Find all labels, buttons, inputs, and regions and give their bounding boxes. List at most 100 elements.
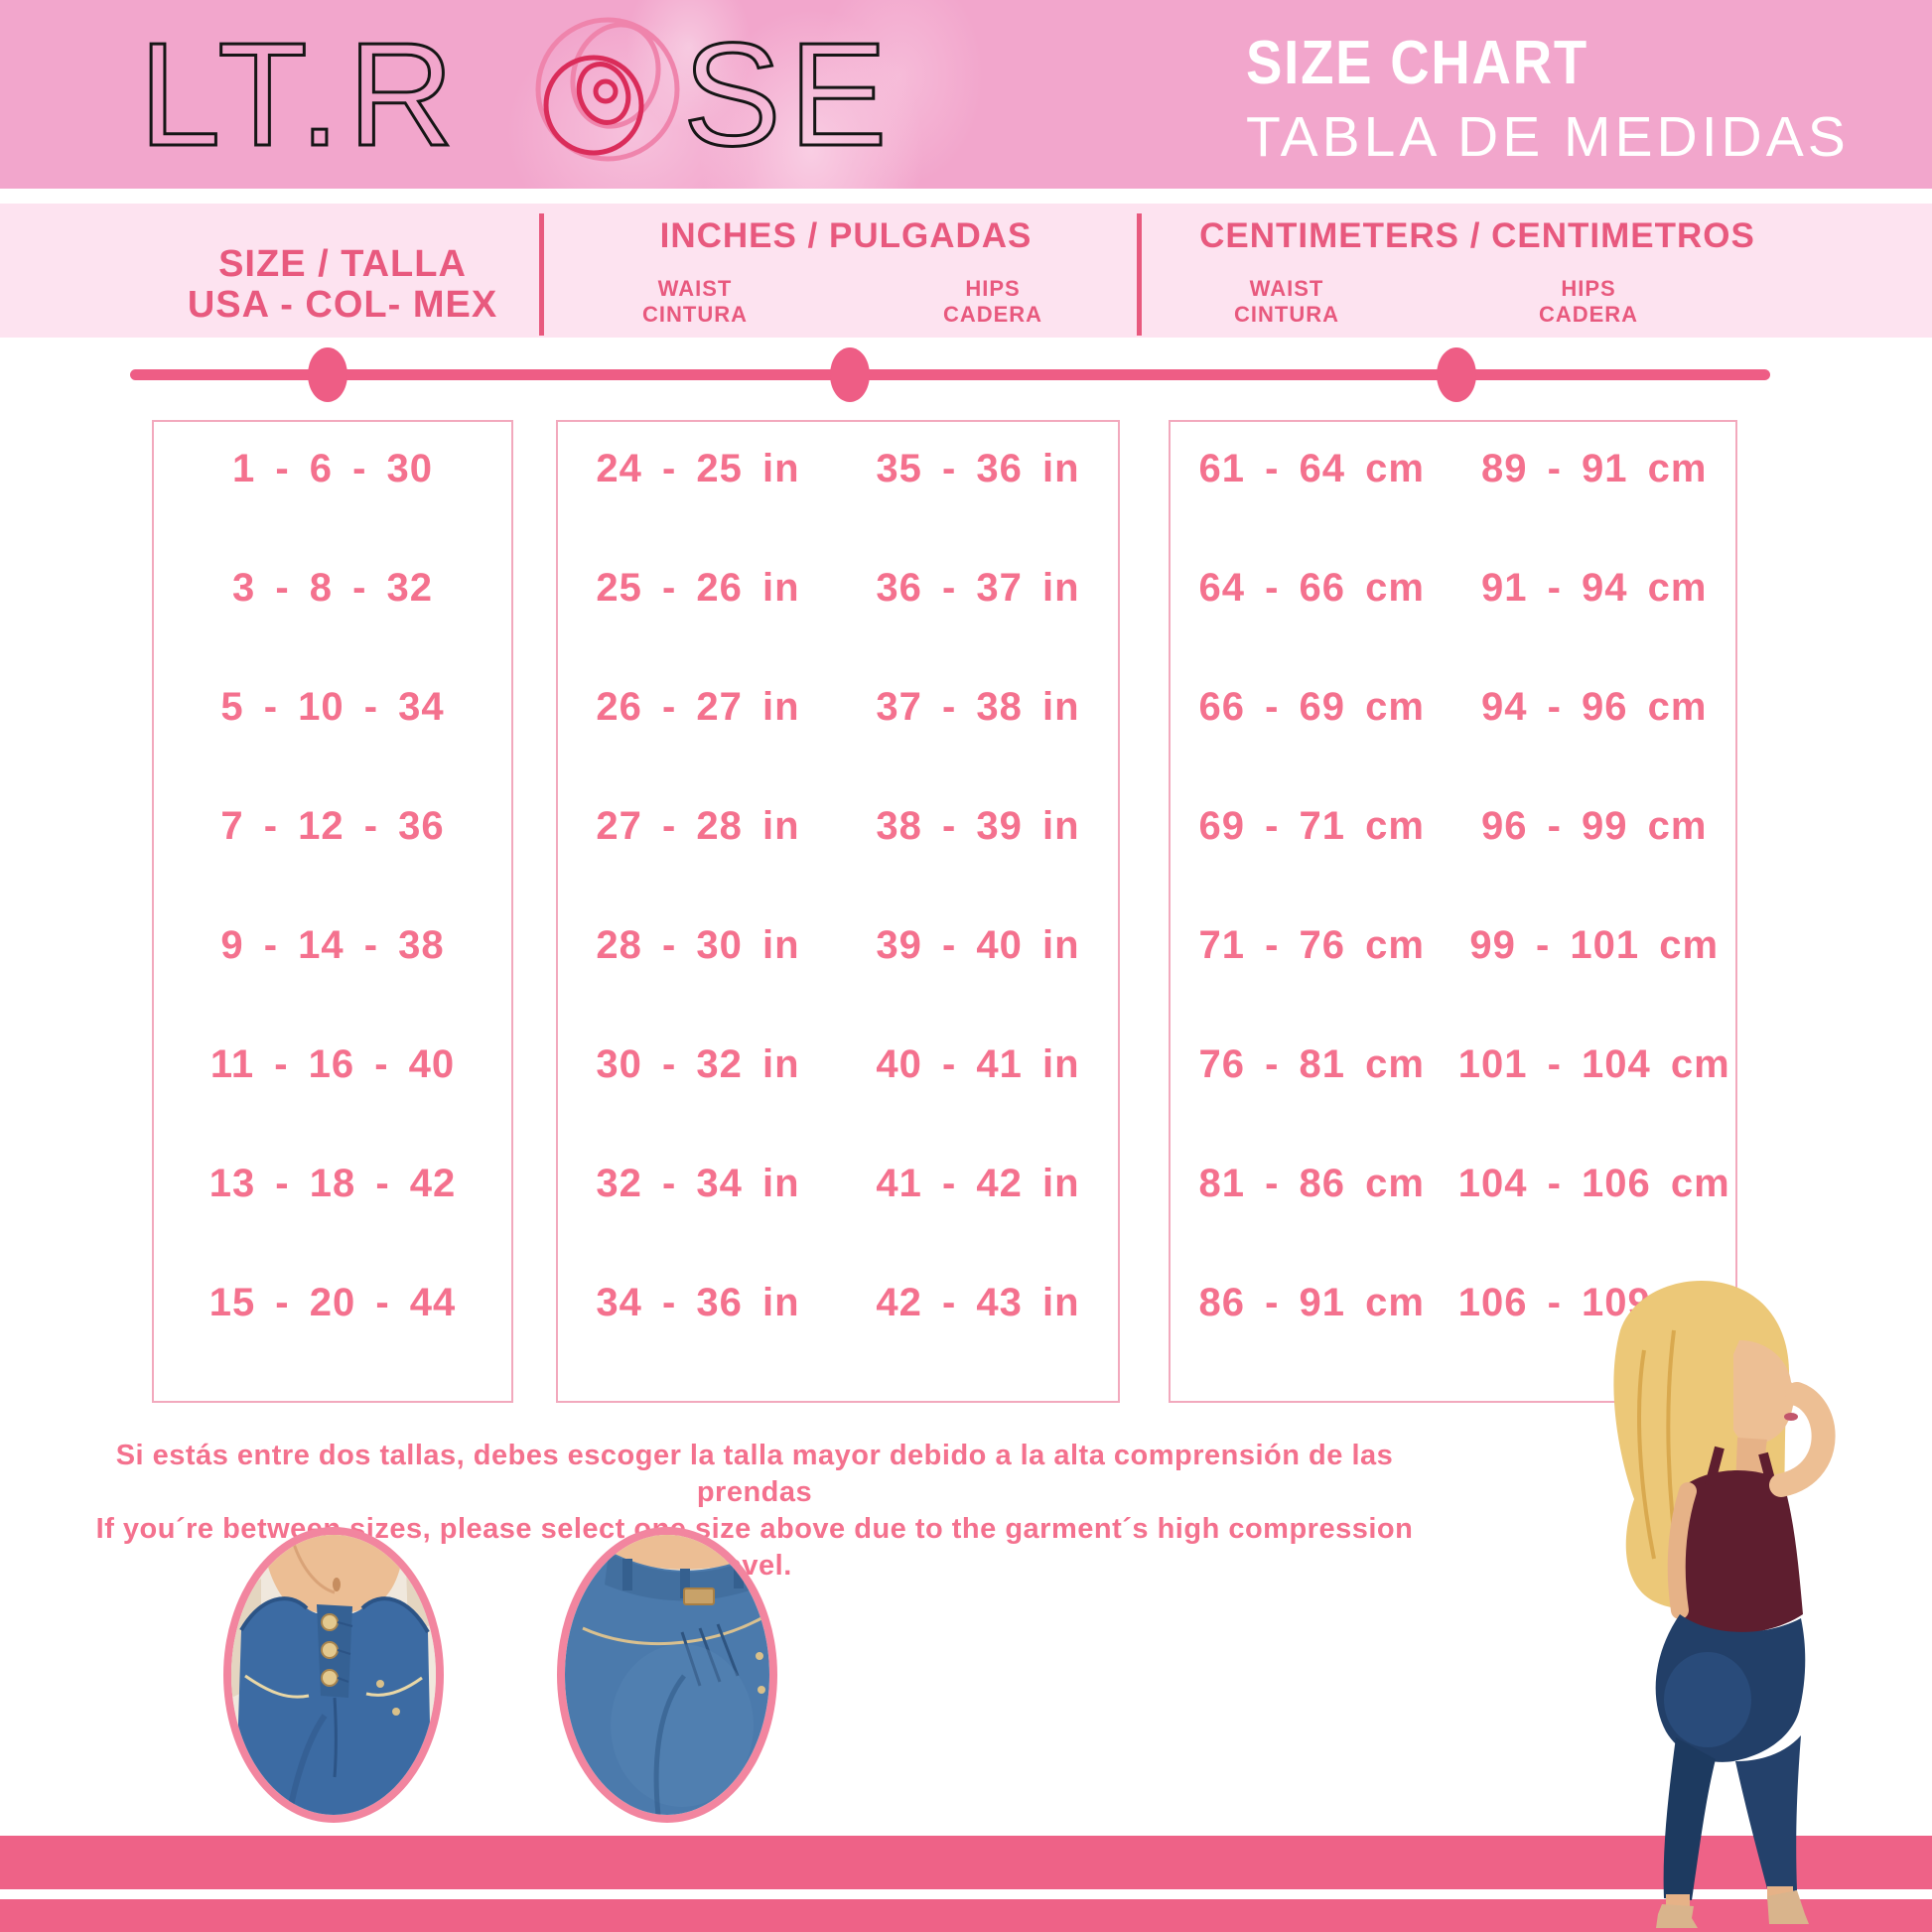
table-row: 71 - 76 cm 99 - 101 cm: [1171, 886, 1735, 1005]
table-cell-hips_in: 42 - 43 in: [876, 1280, 1080, 1324]
column-divider-1: [539, 213, 544, 336]
size-table-box: 1 - 6 - 30 3 - 8 - 32 5 - 10 - 34 7 - 12 - …: [152, 420, 513, 1403]
inches-waist-label: WAIST CINTURA: [596, 276, 794, 328]
table-cell-waist_cm: 66 - 69 cm: [1198, 684, 1425, 729]
table-row: 34 - 36 in 42 - 43 in: [558, 1243, 1118, 1362]
table-cell-hips_cm: 89 - 91 cm: [1481, 446, 1708, 490]
jeans-back-photo: [557, 1527, 777, 1823]
hips-label-en: HIPS: [1561, 276, 1616, 301]
table-cell-waist_in: 27 - 28 in: [596, 803, 800, 848]
size-box-rows: 1 - 6 - 30 3 - 8 - 32 5 - 10 - 34 7 - 12 - …: [154, 409, 511, 1362]
centimeters-waist-label: WAIST CINTURA: [1187, 276, 1386, 328]
table-cell-size: 1 - 6 - 30: [231, 446, 434, 490]
model-lips: [1784, 1413, 1798, 1421]
table-row: 61 - 64 cm 89 - 91 cm: [1171, 409, 1735, 528]
rule-dot-inches: [830, 347, 870, 402]
jeans-front-photo: [223, 1527, 444, 1823]
size-header-line2: USA - COL- MEX: [187, 284, 498, 326]
column-divider-2: [1137, 213, 1142, 336]
model-ankle-back: [1666, 1894, 1690, 1908]
size-column-header: SIZE / TALLA USA - COL- MEX: [144, 244, 541, 326]
jeans-front-illustration: [231, 1535, 436, 1815]
inches-box-rows: 24 - 25 in 35 - 36 in 25 - 26 in 36 - 37 in…: [558, 409, 1118, 1362]
table-cell-size: 5 - 10 - 34: [220, 684, 445, 729]
table-cell-waist_cm: 81 - 86 cm: [1198, 1161, 1425, 1205]
table-cell-hips_cm: 101 - 104 cm: [1457, 1041, 1730, 1086]
column-header-band: [0, 204, 1932, 338]
jeans-back-illustration: [565, 1535, 769, 1815]
model-top: [1680, 1470, 1803, 1634]
table-row: 69 - 71 cm 96 - 99 cm: [1171, 766, 1735, 886]
table-row: 66 - 69 cm 94 - 96 cm: [1171, 647, 1735, 766]
table-row: 13 - 18 - 42: [154, 1124, 511, 1243]
hips-label-en: HIPS: [965, 276, 1021, 301]
table-cell-size: 11 - 16 - 40: [209, 1041, 456, 1086]
table-row: 3 - 8 - 32: [154, 528, 511, 647]
footer-band-bottom: [0, 1899, 1932, 1932]
table-cell-size: 7 - 12 - 36: [220, 803, 445, 848]
table-cell-hips_in: 41 - 42 in: [876, 1161, 1080, 1205]
table-cell-hips_in: 39 - 40 in: [876, 922, 1080, 967]
table-cell-waist_in: 30 - 32 in: [596, 1041, 800, 1086]
table-row: 15 - 20 - 44: [154, 1243, 511, 1362]
table-cell-hips_in: 35 - 36 in: [876, 446, 1080, 490]
table-row: 32 - 34 in 41 - 42 in: [558, 1124, 1118, 1243]
hips-label-es: CADERA: [1538, 302, 1639, 327]
table-cell-size: 9 - 14 - 38: [220, 922, 445, 967]
waist-label-es: CINTURA: [642, 302, 748, 327]
top-straps: [1705, 1446, 1776, 1487]
header-banner: LT.R SE SIZE CHART TABLA DE MEDIDAS: [0, 0, 1932, 189]
table-cell-waist_in: 32 - 34 in: [596, 1161, 800, 1205]
model-photo: [1613, 1280, 1836, 1928]
page-title: SIZE CHART: [1246, 29, 1588, 97]
logo-text-right: SE: [683, 13, 895, 177]
header-model-photo: [467, 0, 1023, 189]
table-cell-size: 13 - 18 - 42: [208, 1161, 457, 1205]
table-cell-waist_cm: 64 - 66 cm: [1198, 565, 1425, 610]
table-cell-hips_in: 37 - 38 in: [876, 684, 1080, 729]
centimeters-group-title: CENTIMETERS / CENTIMETROS: [1199, 216, 1755, 255]
table-row: 24 - 25 in 35 - 36 in: [558, 409, 1118, 528]
rule-dot-size: [308, 347, 347, 402]
model-arm-back: [1667, 1482, 1697, 1619]
table-cell-waist_cm: 86 - 91 cm: [1198, 1280, 1425, 1324]
waist-label-en: WAIST: [657, 276, 733, 301]
table-cell-waist_cm: 61 - 64 cm: [1198, 446, 1425, 490]
inches-table-box: 24 - 25 in 35 - 36 in 25 - 26 in 36 - 37 in…: [556, 420, 1120, 1403]
heel-front: [1767, 1890, 1809, 1924]
table-row: 5 - 10 - 34: [154, 647, 511, 766]
logo-text-left: LT.R: [139, 13, 462, 177]
table-row: 27 - 28 in 38 - 39 in: [558, 766, 1118, 886]
table-row: 64 - 66 cm 91 - 94 cm: [1171, 528, 1735, 647]
centimeters-table-box: 61 - 64 cm 89 - 91 cm 64 - 66 cm 91 - 94 cm…: [1169, 420, 1737, 1403]
table-cell-hips_cm: 91 - 94 cm: [1481, 565, 1708, 610]
model-leg-back: [1663, 1737, 1716, 1900]
table-row: 25 - 26 in 36 - 37 in: [558, 528, 1118, 647]
table-row: 1 - 6 - 30: [154, 409, 511, 528]
model-arm-raised: [1769, 1382, 1836, 1497]
table-cell-hips_cm: 99 - 101 cm: [1469, 922, 1720, 967]
table-cell-hips_cm: 94 - 96 cm: [1481, 684, 1708, 729]
table-cell-hips_in: 40 - 41 in: [876, 1041, 1080, 1086]
table-cell-waist_in: 25 - 26 in: [596, 565, 800, 610]
table-row: 11 - 16 - 40: [154, 1005, 511, 1124]
centimeters-box-rows: 61 - 64 cm 89 - 91 cm 64 - 66 cm 91 - 94 cm…: [1171, 409, 1735, 1362]
centimeters-hips-label: HIPS CADERA: [1489, 276, 1688, 328]
table-row: 81 - 86 cm 104 - 106 cm: [1171, 1124, 1735, 1243]
table-row: 26 - 27 in 37 - 38 in: [558, 647, 1118, 766]
table-cell-waist_cm: 71 - 76 cm: [1198, 922, 1425, 967]
rose-icon: [535, 17, 680, 162]
heel-back: [1656, 1904, 1698, 1928]
table-cell-hips_cm: 104 - 106 cm: [1457, 1161, 1730, 1205]
waist-label-es: CINTURA: [1234, 302, 1339, 327]
divider-rule: [130, 369, 1770, 380]
table-cell-hips_cm: 96 - 99 cm: [1481, 803, 1708, 848]
table-row: 9 - 14 - 38: [154, 886, 511, 1005]
table-cell-waist_cm: 76 - 81 cm: [1198, 1041, 1425, 1086]
jeans-shading: [1664, 1652, 1751, 1747]
table-row: 7 - 12 - 36: [154, 766, 511, 886]
table-cell-waist_in: 24 - 25 in: [596, 446, 800, 490]
ltrose-logo: LT.R SE: [139, 12, 895, 179]
table-cell-waist_in: 28 - 30 in: [596, 922, 800, 967]
